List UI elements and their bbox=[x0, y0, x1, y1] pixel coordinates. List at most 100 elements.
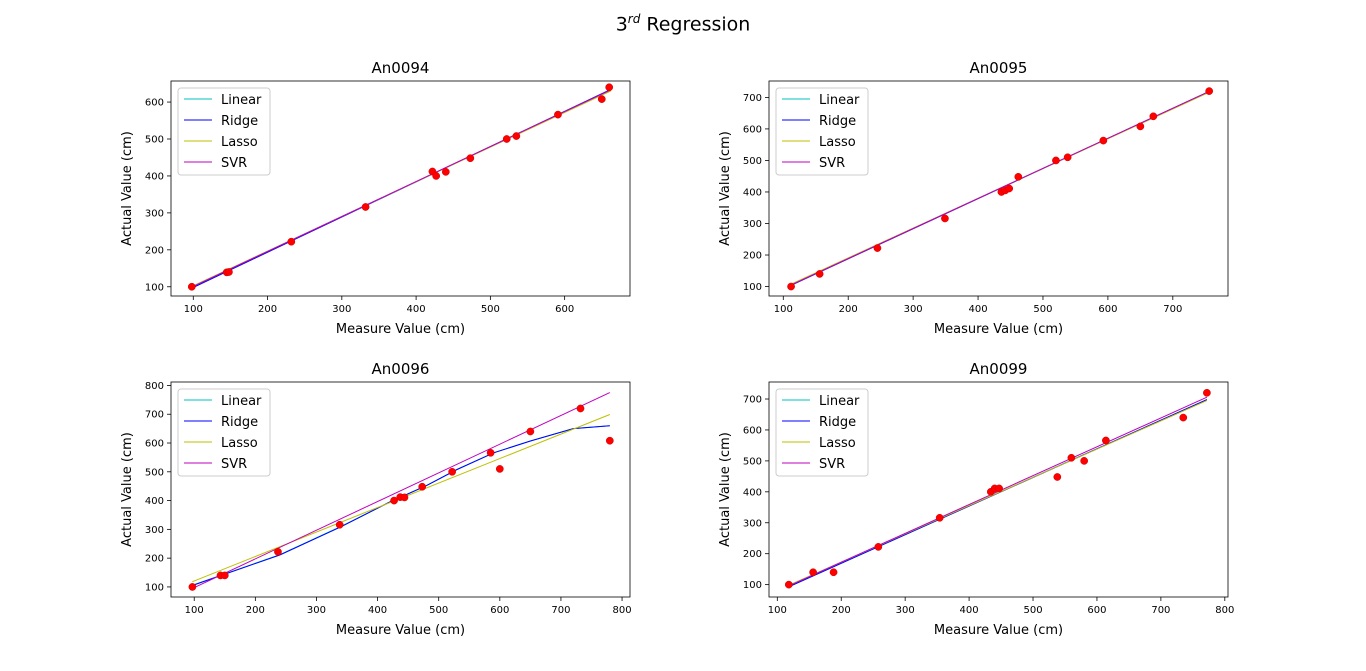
data-point bbox=[400, 493, 409, 502]
data-point bbox=[1063, 153, 1072, 162]
data-point bbox=[441, 168, 450, 176]
x-tick-label: 700 bbox=[1163, 304, 1182, 315]
data-point bbox=[361, 203, 370, 211]
x-axis-label: Measure Value (cm) bbox=[934, 623, 1063, 638]
y-tick-label: 100 bbox=[743, 580, 762, 591]
x-tick-label: 300 bbox=[904, 304, 923, 315]
data-point bbox=[466, 154, 475, 163]
y-tick-label: 100 bbox=[145, 282, 164, 293]
y-axis-label: Actual Value (cm) bbox=[718, 131, 733, 246]
legend-label: Lasso bbox=[221, 135, 258, 150]
legend-label: SVR bbox=[819, 457, 845, 472]
data-point bbox=[188, 583, 197, 591]
legend-label: SVR bbox=[221, 156, 247, 171]
y-axis-label: Actual Value (cm) bbox=[718, 432, 733, 547]
x-tick-label: 800 bbox=[613, 605, 632, 616]
data-point bbox=[418, 482, 427, 491]
series-line-svr bbox=[192, 392, 611, 589]
y-tick-label: 700 bbox=[145, 410, 164, 421]
subplot-3: An0096 100 200 300 400 500 600 700 800 100 200 300 4… bbox=[120, 360, 632, 638]
x-tick-label: 800 bbox=[1215, 605, 1234, 616]
axes-frame bbox=[170, 80, 631, 297]
axes-frame bbox=[768, 80, 1229, 297]
y-tick-label: 100 bbox=[743, 282, 762, 293]
data-point bbox=[941, 214, 949, 223]
data-point bbox=[448, 467, 456, 476]
subplot-title: An0094 bbox=[372, 59, 430, 77]
data-point bbox=[554, 110, 562, 119]
y-tick-label: 300 bbox=[743, 518, 762, 529]
x-tick-label: 500 bbox=[429, 605, 448, 616]
data-point bbox=[1052, 156, 1060, 165]
data-point bbox=[576, 404, 585, 413]
data-point bbox=[432, 172, 441, 180]
data-point bbox=[873, 244, 882, 252]
data-point bbox=[784, 580, 793, 589]
plot-data bbox=[787, 87, 1214, 291]
data-point bbox=[605, 436, 614, 445]
x-tick-label: 200 bbox=[832, 605, 851, 616]
x-tick-label: 400 bbox=[368, 605, 387, 616]
data-point bbox=[829, 568, 838, 577]
y-tick-label: 600 bbox=[145, 98, 164, 109]
data-point bbox=[605, 83, 614, 92]
y-tick-label: 400 bbox=[743, 187, 762, 198]
y-tick-label: 100 bbox=[145, 582, 164, 593]
y-tick-label: 500 bbox=[743, 456, 762, 467]
y-axis-label: Actual Value (cm) bbox=[120, 131, 135, 246]
y-tick-label: 500 bbox=[743, 156, 762, 167]
y-tick-label: 400 bbox=[145, 171, 164, 182]
x-tick-label: 400 bbox=[969, 304, 988, 315]
x-tick-label: 100 bbox=[184, 304, 203, 315]
x-tick-label: 600 bbox=[1098, 304, 1117, 315]
data-point bbox=[1179, 413, 1188, 422]
x-tick-label: 700 bbox=[1151, 605, 1170, 616]
data-point bbox=[495, 465, 504, 473]
y-tick-label: 300 bbox=[145, 525, 164, 536]
x-tick-label: 100 bbox=[774, 304, 793, 315]
data-point bbox=[287, 237, 296, 246]
data-point bbox=[787, 282, 795, 291]
x-tick-label: 300 bbox=[896, 605, 915, 616]
x-axis-label: Measure Value (cm) bbox=[336, 322, 465, 337]
data-point bbox=[390, 496, 398, 505]
legend-label: Ridge bbox=[819, 114, 856, 129]
y-tick-label: 500 bbox=[145, 467, 164, 478]
legend-label: Lasso bbox=[819, 436, 856, 451]
legend-label: Linear bbox=[221, 394, 262, 409]
x-tick-label: 600 bbox=[490, 605, 509, 616]
data-point bbox=[1005, 184, 1014, 193]
y-tick-label: 500 bbox=[145, 134, 164, 145]
x-axis-label: Measure Value (cm) bbox=[934, 322, 1063, 337]
x-tick-label: 600 bbox=[1087, 605, 1106, 616]
y-tick-label: 200 bbox=[145, 245, 164, 256]
data-point bbox=[809, 568, 817, 577]
data-point bbox=[225, 268, 233, 276]
y-tick-label: 600 bbox=[145, 439, 164, 450]
x-tick-label: 200 bbox=[839, 304, 858, 315]
data-point bbox=[1205, 87, 1214, 95]
subplot-2: An0095 100 200 300 400 500 600 700 100 200 300 400 5… bbox=[718, 59, 1229, 337]
x-tick-label: 200 bbox=[258, 304, 277, 315]
data-point bbox=[995, 484, 1003, 493]
x-tick-label: 400 bbox=[960, 605, 979, 616]
x-tick-label: 600 bbox=[555, 304, 574, 315]
axes-frame bbox=[768, 381, 1229, 598]
plot-data bbox=[188, 392, 614, 591]
y-tick-label: 200 bbox=[743, 251, 762, 262]
legend-label: Ridge bbox=[221, 415, 258, 430]
subplot-title: An0095 bbox=[970, 59, 1028, 77]
data-point bbox=[486, 448, 495, 457]
x-tick-label: 100 bbox=[768, 605, 787, 616]
data-point bbox=[502, 135, 511, 143]
x-tick-label: 300 bbox=[307, 605, 326, 616]
data-point bbox=[1014, 172, 1023, 181]
data-point bbox=[1053, 473, 1062, 481]
legend-label: Lasso bbox=[221, 436, 258, 451]
subplot-4: An0099 100 200 300 400 500 600 700 800 100 200 300 4… bbox=[718, 360, 1234, 638]
y-tick-label: 300 bbox=[743, 219, 762, 230]
legend-box bbox=[177, 388, 271, 477]
legend-label: Linear bbox=[221, 93, 262, 108]
